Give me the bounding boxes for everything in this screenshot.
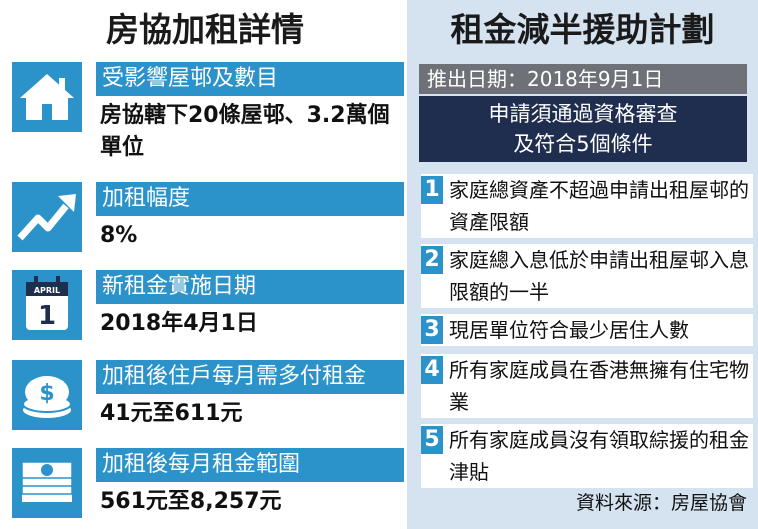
house-icon: [12, 62, 82, 132]
condition-item: 5 所有家庭成員沒有領取綜援的租金津貼: [421, 424, 753, 488]
info-item-rate: 加租幅度 8%: [12, 182, 404, 252]
item-value: 房協轄下20條屋邨、3.2萬個單位: [100, 103, 390, 160]
condition-text: 家庭總資產不超過申請出租屋邨的資產限額: [449, 178, 749, 234]
banknotes-icon: [12, 448, 82, 518]
condition-text: 家庭總入息低於申請出租屋邨入息限額的一半: [449, 248, 749, 304]
requirement-box: 申請須通過資格審查 及符合5個條件: [419, 96, 747, 162]
item-value: 41元至611元: [100, 401, 243, 426]
item-label: 加租幅度: [96, 182, 404, 216]
info-item-rent-range: 加租後每月租金範圍 561元至8,257元: [12, 448, 404, 518]
condition-number: 2: [421, 246, 443, 274]
left-title: 房協加租詳情: [106, 10, 304, 49]
requirement-line-2: 及符合5個條件: [513, 132, 653, 156]
svg-text:$: $: [39, 381, 54, 406]
calendar-icon: APRIL 1: [12, 270, 82, 340]
item-label: 加租後住戶每月需多付租金: [96, 360, 404, 394]
condition-item: 2 家庭總入息低於申請出租屋邨入息限額的一半: [421, 244, 753, 308]
item-label: 受影響屋邨及數目: [96, 62, 404, 96]
assistance-panel: 租金減半援助計劃 推出日期：2018年9月1日 申請須通過資格審查 及符合5個條…: [407, 0, 758, 529]
condition-number: 5: [421, 426, 443, 454]
item-value: 2018年4月1日: [100, 311, 258, 336]
condition-number: 1: [421, 176, 443, 204]
source-note: 資料來源：房屋協會: [575, 492, 747, 514]
launch-date-bar: 推出日期：2018年9月1日: [419, 64, 747, 94]
condition-number: 4: [421, 356, 443, 384]
item-label: 加租後每月租金範圍: [96, 448, 404, 482]
condition-item: 1 家庭總資產不超過申請出租屋邨的資產限額: [421, 174, 753, 238]
rising-arrow-icon: [12, 182, 82, 252]
condition-number: 3: [421, 316, 443, 344]
item-value: 8%: [100, 223, 138, 248]
info-item-extra-rent: $ 加租後住戶每月需多付租金 41元至611元: [12, 360, 404, 430]
dollar-coins-icon: $: [12, 360, 82, 430]
condition-item: 3 現居單位符合最少居住人數: [421, 314, 753, 346]
info-item-estates: 受影響屋邨及數目 房協轄下20條屋邨、3.2萬個單位: [12, 62, 404, 172]
item-value: 561元至8,257元: [100, 489, 282, 514]
calendar-day: 1: [38, 301, 56, 331]
item-label: 新租金實施日期: [96, 270, 404, 304]
condition-item: 4 所有家庭成員在香港無擁有住宅物業: [421, 354, 753, 418]
condition-text: 所有家庭成員在香港無擁有住宅物業: [449, 358, 749, 414]
calendar-month: APRIL: [34, 286, 60, 295]
info-item-date: APRIL 1 新租金實施日期 2018年4月1日: [12, 270, 404, 340]
condition-text: 所有家庭成員沒有領取綜援的租金津貼: [449, 428, 749, 484]
requirement-line-1: 申請須通過資格審查: [488, 102, 678, 126]
right-title: 租金減半援助計劃: [450, 10, 715, 49]
condition-text: 現居單位符合最少居住人數: [449, 318, 689, 342]
